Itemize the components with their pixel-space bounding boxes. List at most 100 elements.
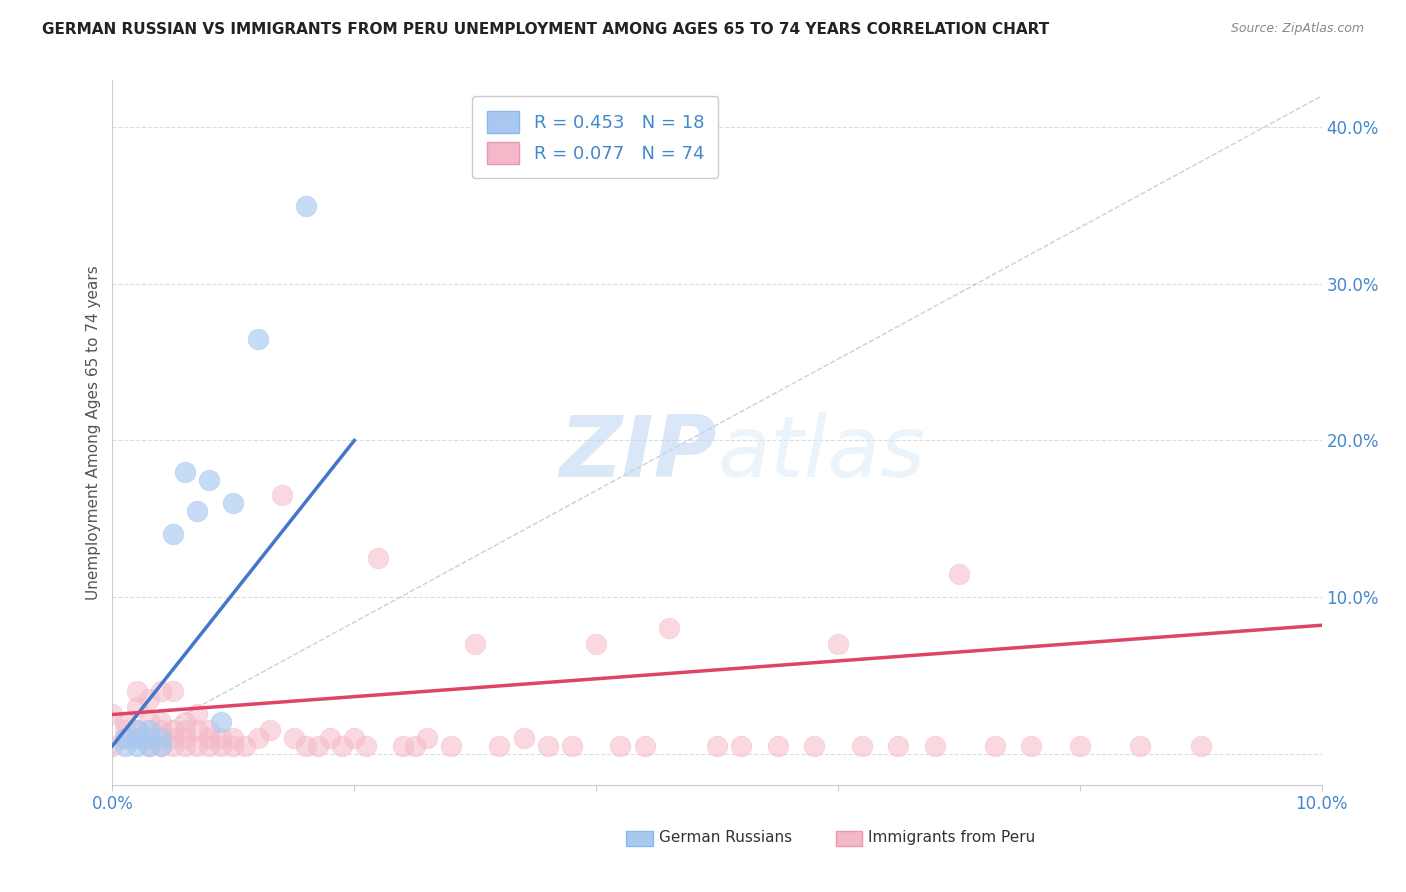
Point xyxy=(246,332,269,346)
Point xyxy=(246,731,269,745)
Point xyxy=(186,707,208,722)
Legend: R = 0.453   N = 18, R = 0.077   N = 74: R = 0.453 N = 18, R = 0.077 N = 74 xyxy=(472,96,718,178)
Point xyxy=(125,684,148,698)
Point xyxy=(416,731,439,745)
Point xyxy=(101,739,124,753)
FancyBboxPatch shape xyxy=(626,830,652,847)
Point xyxy=(609,739,631,753)
Point xyxy=(1069,739,1091,753)
Point xyxy=(948,566,970,581)
Point xyxy=(114,731,136,745)
Point xyxy=(851,739,873,753)
Point xyxy=(259,723,281,738)
Point xyxy=(125,723,148,738)
Point xyxy=(138,731,160,745)
Point xyxy=(174,739,197,753)
Point xyxy=(367,550,389,565)
Text: atlas: atlas xyxy=(717,412,925,495)
Point xyxy=(162,684,184,698)
Point xyxy=(803,739,825,753)
Point xyxy=(149,723,172,738)
Point xyxy=(356,739,378,753)
Point xyxy=(1189,739,1212,753)
Point xyxy=(138,739,160,753)
Point xyxy=(512,731,534,745)
Point xyxy=(125,731,148,745)
Point xyxy=(162,723,184,738)
Point xyxy=(198,731,221,745)
Point xyxy=(330,739,353,753)
Point xyxy=(114,731,136,745)
Point xyxy=(149,731,172,745)
Point xyxy=(138,731,160,745)
Text: GERMAN RUSSIAN VS IMMIGRANTS FROM PERU UNEMPLOYMENT AMONG AGES 65 TO 74 YEARS CO: GERMAN RUSSIAN VS IMMIGRANTS FROM PERU U… xyxy=(42,22,1049,37)
Text: ZIP: ZIP xyxy=(560,412,717,495)
Point xyxy=(319,731,342,745)
Point xyxy=(125,731,148,745)
Point xyxy=(174,731,197,745)
Point xyxy=(222,496,245,510)
Point xyxy=(209,715,232,730)
Text: Source: ZipAtlas.com: Source: ZipAtlas.com xyxy=(1230,22,1364,36)
Text: Immigrants from Peru: Immigrants from Peru xyxy=(868,830,1035,846)
Point xyxy=(440,739,463,753)
Point xyxy=(585,637,607,651)
Point xyxy=(222,731,245,745)
Point xyxy=(114,723,136,738)
Point xyxy=(222,739,245,753)
Point xyxy=(125,723,148,738)
Point xyxy=(235,739,257,753)
Point xyxy=(270,488,292,502)
Point xyxy=(101,707,124,722)
Point xyxy=(984,739,1007,753)
Text: German Russians: German Russians xyxy=(659,830,792,846)
Point xyxy=(174,465,197,479)
Point xyxy=(730,739,752,753)
Point xyxy=(138,739,160,753)
Point xyxy=(138,715,160,730)
Point xyxy=(149,739,172,753)
Point xyxy=(174,715,197,730)
Point xyxy=(149,715,172,730)
Point xyxy=(295,739,318,753)
Point xyxy=(827,637,849,651)
Point xyxy=(537,739,560,753)
Point xyxy=(488,739,510,753)
Point xyxy=(561,739,583,753)
Point xyxy=(209,739,232,753)
Point xyxy=(209,731,232,745)
Point xyxy=(162,739,184,753)
Point xyxy=(125,739,148,753)
Point xyxy=(138,723,160,738)
Point xyxy=(149,739,172,753)
Point xyxy=(464,637,486,651)
Point xyxy=(766,739,789,753)
Point xyxy=(138,691,160,706)
Point xyxy=(198,723,221,738)
Point xyxy=(887,739,910,753)
Point xyxy=(198,473,221,487)
FancyBboxPatch shape xyxy=(835,830,862,847)
Point xyxy=(162,731,184,745)
Point xyxy=(307,739,329,753)
Point xyxy=(391,739,413,753)
Point xyxy=(198,739,221,753)
Point xyxy=(125,699,148,714)
Point xyxy=(633,739,655,753)
Point xyxy=(162,527,184,541)
Point xyxy=(343,731,366,745)
Point xyxy=(149,684,172,698)
Point xyxy=(114,739,136,753)
Point xyxy=(924,739,946,753)
Point xyxy=(186,504,208,518)
Point xyxy=(186,723,208,738)
Point xyxy=(283,731,305,745)
Y-axis label: Unemployment Among Ages 65 to 74 years: Unemployment Among Ages 65 to 74 years xyxy=(86,265,101,600)
Point xyxy=(404,739,426,753)
Point xyxy=(114,715,136,730)
Point xyxy=(174,723,197,738)
Point xyxy=(1021,739,1043,753)
Point xyxy=(186,739,208,753)
Point xyxy=(658,621,681,635)
Point xyxy=(706,739,728,753)
